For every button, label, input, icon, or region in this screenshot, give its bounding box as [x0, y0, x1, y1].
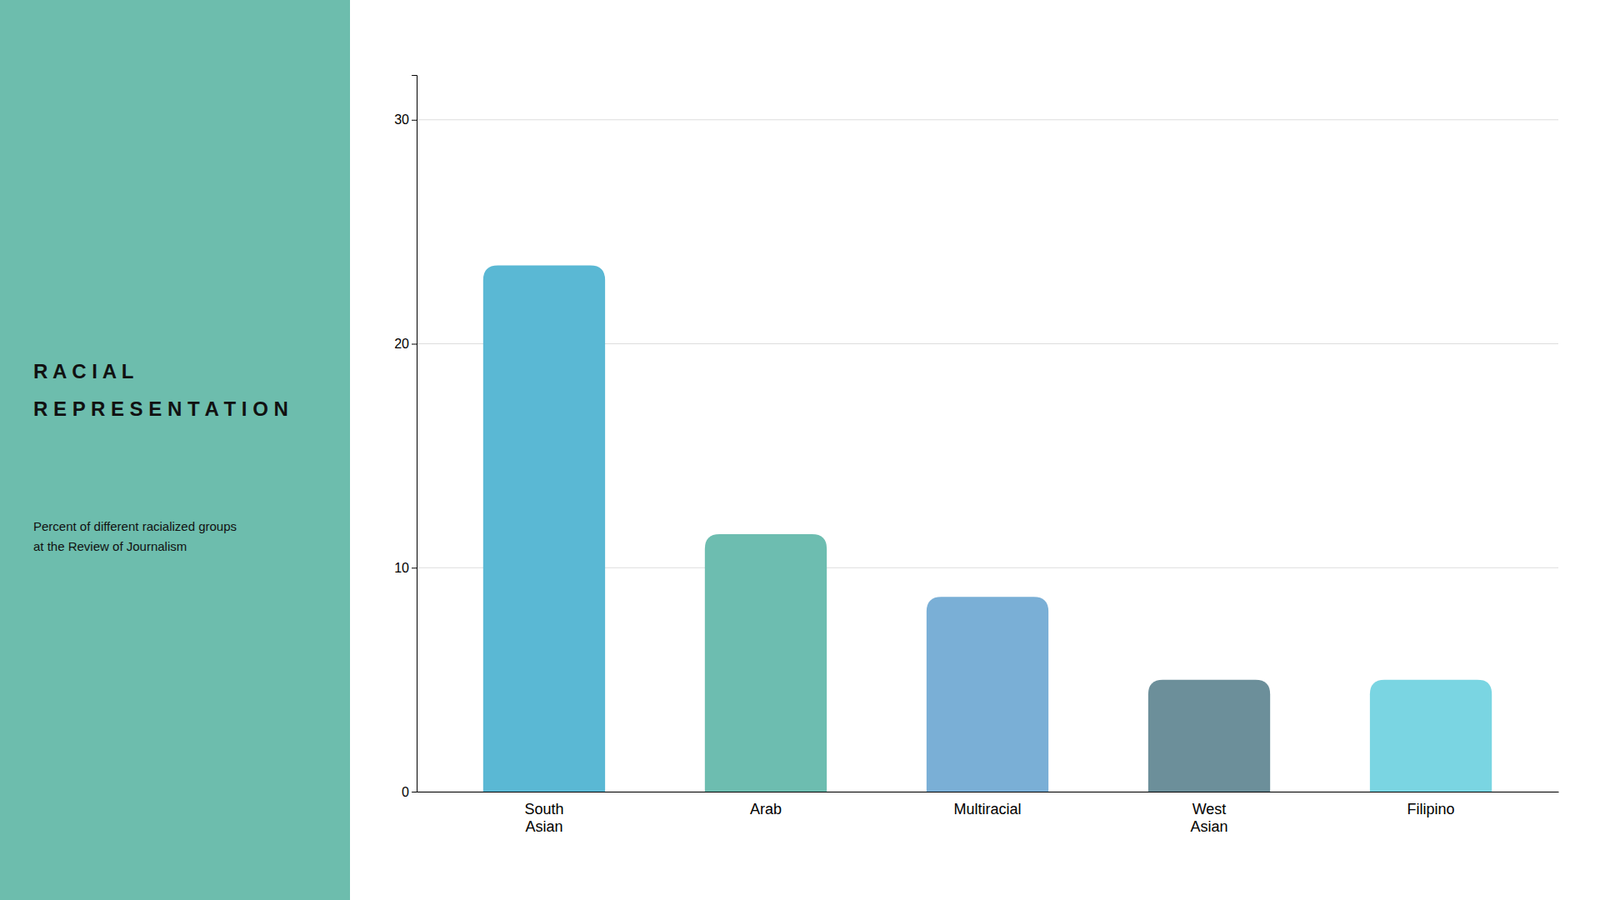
bar: [926, 596, 1049, 792]
x-tick-label-line: West: [1192, 800, 1227, 818]
y-tick-label: 10: [394, 560, 410, 575]
x-tick: Multiracial: [953, 791, 1021, 818]
x-tick-label-line: South: [524, 800, 564, 818]
x-tick: WestAsian: [1190, 791, 1229, 835]
x-tick: Filipino: [1407, 791, 1455, 818]
x-tick-label: Filipino: [1407, 800, 1455, 818]
x-tick-label-line: Multiracial: [953, 800, 1021, 818]
subtitle-line: at the Review of Journalism: [33, 539, 187, 554]
x-tick-label: Arab: [750, 800, 782, 818]
bar: [705, 534, 827, 792]
x-tick-label: WestAsian: [1190, 800, 1229, 836]
bars: [483, 265, 1492, 792]
y-tick-label: 0: [401, 785, 410, 800]
y-tick-label: 30: [394, 112, 410, 127]
bar: [1148, 680, 1270, 792]
title: R A C I A L R E P R E S E N T A T I O N: [33, 360, 289, 421]
y-tick-mark: [411, 791, 417, 793]
y-axis-line: [411, 75, 418, 793]
y-tick-mark: [411, 344, 417, 345]
grid: [416, 120, 1559, 792]
x-tick-label-line: Filipino: [1407, 800, 1455, 818]
x-tick-label-line: Asian: [1190, 818, 1229, 835]
title-line: R E P R E S E N T A T I O N: [33, 397, 289, 420]
bar: [1370, 680, 1492, 792]
x-tick: Arab: [750, 791, 782, 818]
x-tick-label-line: Asian: [525, 818, 563, 835]
y-tick-mark: [411, 120, 417, 121]
x-tick: SouthAsian: [524, 791, 564, 835]
y-axis: 0 10 20 30: [394, 75, 417, 800]
y-tick-mark: [411, 567, 417, 569]
grid-line: [416, 119, 1559, 120]
bar: [483, 265, 605, 792]
x-axis-line: [417, 791, 1560, 793]
y-tick: 30: [394, 112, 417, 127]
subtitle-line: Percent of different racialized groups: [33, 519, 237, 534]
x-tick-label: Multiracial: [953, 800, 1021, 818]
y-tick: 0: [401, 785, 417, 800]
y-tick: 10: [394, 560, 417, 575]
sidebar: [0, 0, 350, 900]
y-tick: 20: [394, 336, 417, 351]
chart: R A C I A L R E P R E S E N T A T I O N Pe…: [0, 0, 1600, 900]
plot: 0102030SouthAsianArabMultiracialWestAsia…: [394, 75, 1559, 836]
title-line: R A C I A L: [33, 360, 134, 383]
subtitle: Percent of different racialized groups at…: [33, 519, 237, 554]
x-tick-label: SouthAsian: [524, 800, 564, 836]
x-tick-label-line: Arab: [750, 800, 782, 818]
x-axis: SouthAsianArabMultiracialWestAsianFilipi…: [417, 791, 1560, 835]
y-tick-label: 20: [394, 336, 410, 351]
